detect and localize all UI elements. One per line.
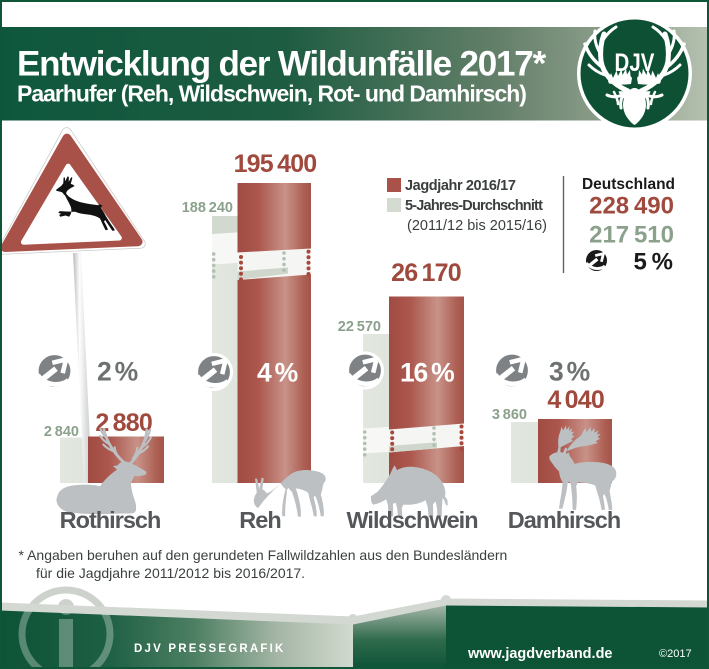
svg-text:DJV: DJV: [615, 48, 656, 76]
svg-text:Entwicklung der Wildunfälle 20: Entwicklung der Wildunfälle 2017*: [17, 45, 547, 84]
svg-text:3 %: 3 %: [549, 357, 590, 387]
svg-text:228 490: 228 490: [589, 193, 674, 220]
svg-text:2 840: 2 840: [44, 424, 79, 440]
svg-text:4 %: 4 %: [257, 358, 298, 388]
svg-text:3 860: 3 860: [492, 407, 527, 423]
svg-text:©2017: ©2017: [659, 648, 692, 660]
svg-text:2 %: 2 %: [97, 357, 138, 387]
svg-text:5-Jahres-Durchschnitt: 5-Jahres-Durchschnitt: [405, 198, 543, 214]
svg-text:* Angaben beruhen auf den geru: * Angaben beruhen auf den gerundeten Fal…: [19, 547, 508, 563]
svg-text:(2011/12 bis 2015/16): (2011/12 bis 2015/16): [407, 218, 547, 234]
svg-text:Jagdjahr 2016/17: Jagdjahr 2016/17: [405, 178, 516, 194]
svg-text:www.jagdverband.de: www.jagdverband.de: [467, 646, 613, 662]
svg-text:195 400: 195 400: [234, 150, 317, 178]
svg-text:Rothirsch: Rothirsch: [60, 507, 161, 533]
svg-text:188 240: 188 240: [182, 200, 233, 216]
svg-text:16 %: 16 %: [400, 358, 454, 388]
svg-text:4 040: 4 040: [547, 386, 604, 414]
svg-text:für die Jagdjahre 2011/2012 bi: für die Jagdjahre 2011/2012 bis 2016/201…: [36, 565, 305, 581]
svg-text:Damhirsch: Damhirsch: [508, 507, 620, 533]
svg-text:DJV PRESSEGRAFIK: DJV PRESSEGRAFIK: [134, 643, 286, 655]
svg-text:Wildschwein: Wildschwein: [346, 507, 477, 533]
svg-text:22 570: 22 570: [338, 319, 381, 335]
svg-text:217 510: 217 510: [589, 222, 674, 249]
svg-text:26 170: 26 170: [391, 259, 461, 287]
svg-text:Paarhufer (Reh, Wildschwein, R: Paarhufer (Reh, Wildschwein, Rot- und Da…: [17, 81, 526, 107]
svg-text:Reh: Reh: [239, 507, 280, 533]
svg-text:5 %: 5 %: [634, 249, 674, 276]
svg-text:Deutschland: Deutschland: [582, 176, 675, 193]
